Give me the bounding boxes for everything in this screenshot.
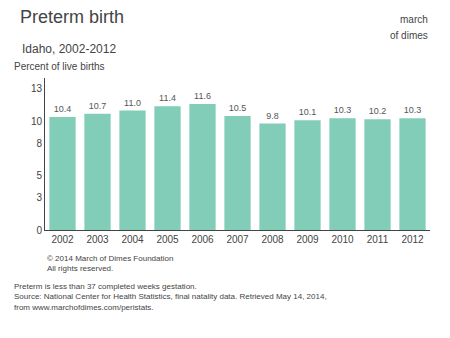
svg-text:13: 13 bbox=[31, 83, 43, 94]
svg-text:10.3: 10.3 bbox=[404, 105, 422, 115]
svg-text:2012: 2012 bbox=[401, 234, 424, 245]
svg-text:2005: 2005 bbox=[156, 234, 179, 245]
svg-text:2004: 2004 bbox=[121, 234, 144, 245]
svg-text:2006: 2006 bbox=[191, 234, 214, 245]
svg-text:Percent of live births: Percent of live births bbox=[14, 61, 105, 72]
svg-text:10.4: 10.4 bbox=[54, 104, 72, 114]
svg-text:10.3: 10.3 bbox=[334, 105, 352, 115]
svg-text:© 2014 March of Dimes Foundati: © 2014 March of Dimes FoundationAll righ… bbox=[47, 254, 173, 273]
svg-text:3: 3 bbox=[36, 192, 42, 203]
svg-text:5: 5 bbox=[36, 170, 42, 181]
svg-text:10: 10 bbox=[31, 116, 43, 127]
svg-text:2011: 2011 bbox=[367, 234, 389, 245]
svg-text:10.7: 10.7 bbox=[89, 101, 107, 111]
svg-text:10.2: 10.2 bbox=[369, 106, 387, 116]
svg-text:9.8: 9.8 bbox=[266, 111, 279, 121]
svg-text:11.4: 11.4 bbox=[159, 93, 176, 103]
svg-text:Preterm is less than 37 comple: Preterm is less than 37 completed weeks … bbox=[14, 282, 327, 312]
svg-text:8: 8 bbox=[36, 138, 42, 149]
svg-text:2009: 2009 bbox=[296, 234, 319, 245]
svg-text:2003: 2003 bbox=[86, 234, 109, 245]
svg-text:march: march bbox=[400, 14, 428, 25]
svg-text:2007: 2007 bbox=[226, 234, 249, 245]
svg-text:11.6: 11.6 bbox=[194, 91, 211, 101]
svg-text:0: 0 bbox=[36, 225, 42, 236]
svg-text:2002: 2002 bbox=[51, 234, 74, 245]
svg-text:Idaho, 2002-2012: Idaho, 2002-2012 bbox=[22, 42, 116, 56]
svg-text:10.1: 10.1 bbox=[299, 107, 317, 117]
svg-text:Preterm birth: Preterm birth bbox=[20, 7, 124, 27]
svg-text:10.5: 10.5 bbox=[229, 103, 247, 113]
svg-text:of dimes: of dimes bbox=[390, 30, 428, 41]
svg-text:11.0: 11.0 bbox=[124, 98, 141, 108]
svg-text:2008: 2008 bbox=[261, 234, 284, 245]
svg-text:2010: 2010 bbox=[331, 234, 354, 245]
